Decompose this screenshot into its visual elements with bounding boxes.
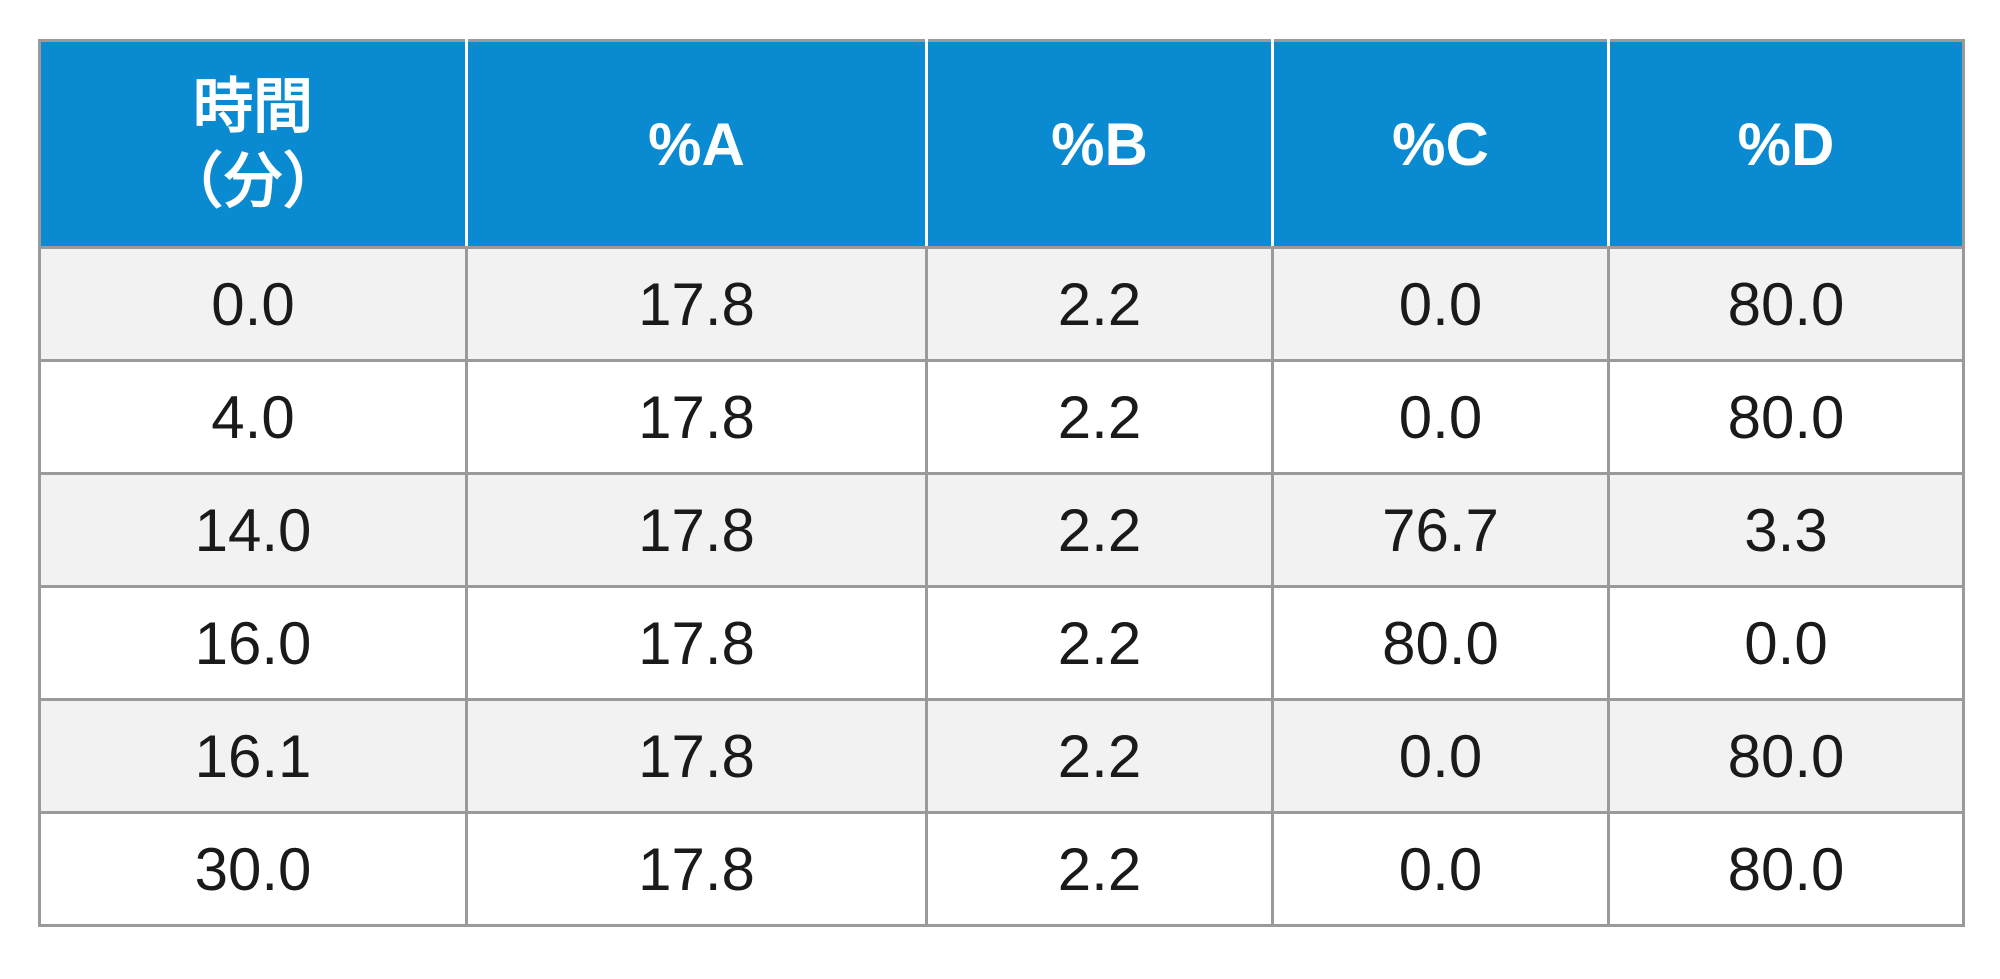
cell-c: 0.0 <box>1271 246 1610 362</box>
cell-d: 3.3 <box>1607 472 1965 588</box>
table-row: 0.0 17.8 2.2 0.0 80.0 <box>38 246 1965 362</box>
cell-time: 0.0 <box>38 246 468 362</box>
cell-d: 0.0 <box>1607 585 1965 701</box>
cell-time: 30.0 <box>38 811 468 927</box>
cell-c: 76.7 <box>1271 472 1610 588</box>
cell-b: 2.2 <box>925 698 1274 814</box>
table-row: 4.0 17.8 2.2 0.0 80.0 <box>38 359 1965 475</box>
table-header: 時間 （分） %A %B %C %D <box>38 39 1965 249</box>
header-d: %D <box>1607 39 1965 249</box>
table-row: 16.1 17.8 2.2 0.0 80.0 <box>38 698 1965 814</box>
gradient-table-container: 時間 （分） %A %B %C %D 0.0 17.8 2.2 0.0 80.0… <box>38 39 1965 927</box>
cell-a: 17.8 <box>465 359 928 475</box>
table-row: 16.0 17.8 2.2 80.0 0.0 <box>38 585 1965 701</box>
cell-b: 2.2 <box>925 585 1274 701</box>
cell-time: 14.0 <box>38 472 468 588</box>
header-time-line2: （分） <box>163 148 343 215</box>
cell-b: 2.2 <box>925 811 1274 927</box>
header-b: %B <box>925 39 1274 249</box>
table-row: 14.0 17.8 2.2 76.7 3.3 <box>38 472 1965 588</box>
gradient-table: 時間 （分） %A %B %C %D 0.0 17.8 2.2 0.0 80.0… <box>38 39 1965 927</box>
header-time-line1: 時間 <box>193 73 313 140</box>
cell-time: 4.0 <box>38 359 468 475</box>
cell-d: 80.0 <box>1607 246 1965 362</box>
table-body: 0.0 17.8 2.2 0.0 80.0 4.0 17.8 2.2 0.0 8… <box>38 246 1965 927</box>
cell-b: 2.2 <box>925 472 1274 588</box>
cell-a: 17.8 <box>465 698 928 814</box>
cell-b: 2.2 <box>925 359 1274 475</box>
cell-d: 80.0 <box>1607 698 1965 814</box>
cell-a: 17.8 <box>465 472 928 588</box>
cell-time: 16.1 <box>38 698 468 814</box>
cell-a: 17.8 <box>465 811 928 927</box>
cell-b: 2.2 <box>925 246 1274 362</box>
cell-c: 0.0 <box>1271 811 1610 927</box>
header-a: %A <box>465 39 928 249</box>
table-row: 30.0 17.8 2.2 0.0 80.0 <box>38 811 1965 927</box>
cell-time: 16.0 <box>38 585 468 701</box>
cell-d: 80.0 <box>1607 811 1965 927</box>
cell-a: 17.8 <box>465 246 928 362</box>
cell-c: 80.0 <box>1271 585 1610 701</box>
cell-d: 80.0 <box>1607 359 1965 475</box>
cell-c: 0.0 <box>1271 698 1610 814</box>
cell-a: 17.8 <box>465 585 928 701</box>
cell-c: 0.0 <box>1271 359 1610 475</box>
header-time: 時間 （分） <box>38 39 468 249</box>
header-c: %C <box>1271 39 1610 249</box>
header-row: 時間 （分） %A %B %C %D <box>38 39 1965 249</box>
